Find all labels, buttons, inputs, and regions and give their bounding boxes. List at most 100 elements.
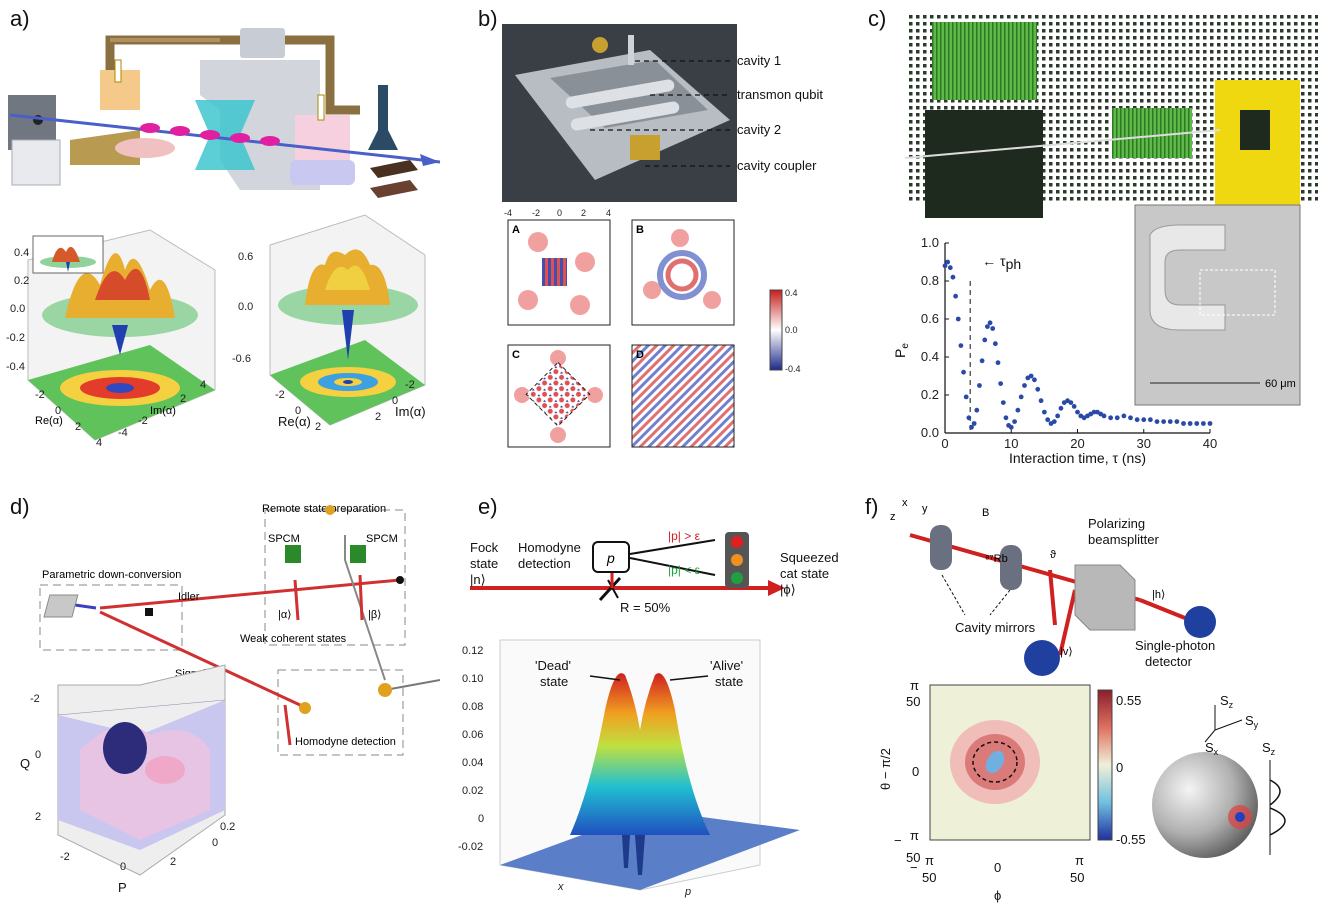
rabi-data-point (1003, 415, 1009, 421)
rabi-data-point (1161, 419, 1167, 424)
a2-ytick: 2 (375, 411, 381, 423)
f-h: |h⟩ (1152, 589, 1165, 601)
dead-2: state (540, 674, 568, 689)
subplot-D-label: D (636, 349, 644, 361)
rabi-data-point (1101, 413, 1107, 419)
rabi-data-point (1032, 377, 1037, 383)
rabi-data-point (966, 415, 972, 421)
a1-ytick: 4 (200, 379, 206, 391)
rabi-plot: 0 10 20 30 40 0.0 0.2 0.4 0.6 0.8 1.0 ← τph Interact… (892, 235, 1217, 466)
a1-xlabel: Re(α) (35, 415, 63, 427)
a2-ytick: -2 (405, 379, 415, 391)
rabi-data-point (1075, 409, 1080, 415)
f-ytick-minus: − (894, 833, 902, 848)
f-ytick-pi: π (910, 678, 919, 693)
idler-label: Idler (178, 591, 200, 603)
f-xtick-50b: 50 (1070, 870, 1084, 885)
sq-3: |ϕ⟩ (780, 582, 796, 597)
f-cb-mid: 0 (1116, 760, 1123, 775)
rabi-data-point (1174, 419, 1180, 424)
rabi-y-tick-label: 0.2 (921, 387, 939, 402)
rabi-data-point (1028, 373, 1034, 379)
alive-1: 'Alive' (710, 658, 743, 673)
rabi-data-point (1154, 419, 1160, 424)
Sx-label: Sx (1205, 740, 1219, 757)
q-tick: 0 (35, 749, 41, 761)
f-xtick-pi: π (925, 853, 934, 868)
cond-lt: |p| < ε (668, 563, 701, 577)
rabi-data-point (1015, 407, 1021, 413)
f-yaxis: θ − π/2 (878, 748, 893, 790)
f-colorbar (1097, 689, 1113, 841)
rabi-data-point (1141, 417, 1147, 423)
rabi-data-point (998, 381, 1004, 386)
rabi-data-point (1200, 421, 1206, 426)
p-axis-label: P (118, 880, 127, 895)
z-tick: 0 (212, 837, 218, 849)
panel-f: f) z x y B ⁸⁷Rb ϑ Polarizing beamsplitte… (865, 490, 1328, 909)
hd-1: Homodyne (518, 540, 581, 555)
rabi-x-label: Interaction time, τ (ns) (1009, 450, 1146, 466)
rabi-data-point (1071, 404, 1077, 409)
q-tick: 2 (35, 811, 41, 823)
a1-ytick: 2 (180, 393, 186, 405)
f-rb: ⁸⁷Rb (985, 553, 1008, 565)
f-xtick-zero: 0 (994, 860, 1001, 875)
rabi-data-point (1181, 421, 1186, 426)
f-xtick-pi2: π (1075, 853, 1084, 868)
e-ztick: 0.10 (462, 673, 483, 685)
spcm-2: SPCM (366, 533, 398, 545)
panel-c-graphic: 60 μm 0 10 20 30 40 0.0 0.2 0.4 0.6 0.8 1.0 ← τph In… (892, 14, 1318, 466)
e-ztick: 0.02 (462, 785, 483, 797)
cavity-mirrors: Cavity mirrors (955, 620, 1036, 635)
panel-e-graphic: p |p| > ε |p| < ε Fock state |n⟩ Homodyn… (458, 529, 839, 898)
wigner-subplot-C: C (507, 344, 611, 448)
rabi-data-point (1114, 415, 1120, 421)
a1-ztick: 0.4 (14, 247, 29, 259)
e-ztick: 0.06 (462, 729, 483, 741)
wigner-subplot-B: B (631, 219, 735, 326)
a1-xtick: 2 (75, 421, 81, 433)
rabi-data-point (1147, 417, 1153, 423)
fock-3: |n⟩ (470, 572, 486, 587)
rabi-data-point (1022, 383, 1027, 388)
spd-1: Single-photon (1135, 638, 1215, 653)
remote-label: Remote state preparation (262, 503, 386, 515)
panel-c: c) 60 μm 0 10 20 30 40 0.0 0.2 0.4 0.6 0.8 1.0 ← τp… (868, 0, 1328, 470)
wigner-3d-plot-2: 0.6 0.0 -0.6 -2 0 2 -2 0 2 Re(α) Im(α) (232, 214, 426, 433)
rabi-data-point (955, 316, 961, 322)
rabi-data-point (1167, 419, 1173, 424)
a2-ylabel: Im(α) (395, 404, 426, 419)
Sz-label: Sz (1220, 693, 1234, 710)
b-tick: 2 (581, 208, 586, 218)
rabi-y-tick-label: 0.4 (921, 349, 939, 364)
e-ztick: 0.08 (462, 701, 483, 713)
rabi-data-point (1187, 421, 1193, 426)
alpha-label: |α⟩ (278, 609, 292, 621)
f-ytick-50: 50 (906, 694, 920, 709)
a2-ztick: -0.6 (232, 353, 251, 365)
a1-xtick: 4 (96, 437, 102, 449)
f-xtick-50: 50 (922, 870, 936, 885)
q-axis-label: Q (20, 756, 30, 771)
rabi-data-point (977, 383, 982, 388)
f-y: y (922, 503, 928, 515)
rabi-data-point (1128, 415, 1133, 421)
rabi-data-point (1051, 419, 1057, 424)
fock-2: state (470, 556, 498, 571)
b-cb-min: -0.4 (785, 364, 801, 374)
callout-lines (590, 60, 730, 167)
rabi-data-point (1134, 417, 1140, 423)
rabi-x-tick-label: 0 (941, 436, 948, 451)
rabi-data-point (982, 337, 988, 343)
f-z: z (890, 511, 896, 523)
pbs-1: Polarizing (1088, 516, 1145, 531)
tau-ph-label: ← τph (982, 253, 1021, 272)
b-tick: 4 (606, 208, 611, 218)
rabi-data-point (1091, 409, 1097, 415)
scale-bar: 60 μm (1265, 378, 1296, 390)
dead-1: 'Dead' (535, 658, 571, 673)
rabi-data-point (1068, 400, 1074, 405)
wigner-subplot-A: A (507, 219, 611, 326)
panel-d: d) Parametric down-conversion Remote sta… (0, 490, 441, 909)
